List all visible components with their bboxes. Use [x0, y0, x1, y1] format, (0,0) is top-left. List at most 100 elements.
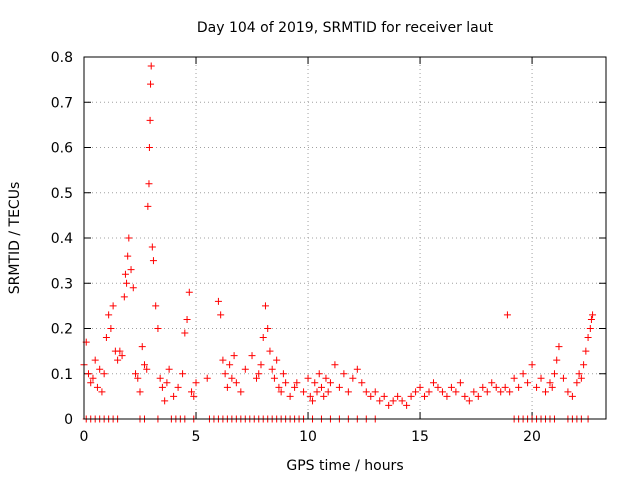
data-point — [335, 383, 343, 391]
data-point — [291, 383, 299, 391]
data-point — [145, 180, 153, 188]
data-point — [320, 392, 328, 400]
x-tick-label: 0 — [80, 429, 89, 445]
data-point — [156, 374, 164, 382]
data-point — [120, 293, 128, 301]
data-point — [107, 325, 115, 332]
data-point — [488, 379, 496, 387]
data-point — [105, 311, 113, 319]
data-point — [144, 202, 152, 210]
data-point — [266, 347, 274, 355]
data-point — [447, 383, 455, 391]
data-point — [564, 388, 572, 396]
data-point — [304, 374, 312, 382]
data-point — [412, 388, 420, 396]
data-point — [524, 379, 532, 387]
data-point — [492, 383, 500, 391]
data-point — [223, 383, 231, 391]
data-point — [181, 329, 189, 337]
data-point — [575, 370, 583, 378]
data-point — [470, 388, 478, 396]
data-point — [326, 379, 334, 387]
data-point — [456, 379, 464, 387]
y-tick-label: 0.5 — [51, 186, 73, 202]
x-axis-label: GPS time / hours — [286, 458, 403, 474]
data-point — [407, 392, 415, 400]
data-point — [264, 325, 272, 332]
data-point — [394, 392, 402, 400]
data-point — [429, 379, 437, 387]
data-point — [548, 383, 556, 391]
data-point — [349, 374, 357, 382]
data-point — [91, 356, 99, 364]
data-point — [340, 370, 348, 378]
data-point — [474, 392, 482, 400]
x-tick-label: 15 — [411, 429, 429, 445]
data-point — [154, 325, 162, 332]
data-point — [275, 383, 283, 391]
data-point — [129, 284, 137, 292]
y-tick-label: 0.1 — [51, 367, 73, 383]
data-point — [185, 288, 193, 296]
data-point — [140, 361, 148, 369]
data-point — [553, 356, 561, 364]
data-point — [584, 334, 592, 342]
data-point — [134, 374, 142, 382]
data-point — [132, 370, 140, 378]
data-point — [324, 388, 332, 396]
data-point — [116, 347, 124, 355]
y-tick-label: 0.3 — [51, 276, 73, 292]
data-point — [163, 379, 171, 387]
data-point — [331, 361, 339, 369]
data-point — [385, 401, 393, 409]
data-point — [587, 315, 595, 323]
data-point — [497, 388, 505, 396]
data-point — [89, 374, 97, 382]
data-point — [121, 270, 129, 278]
data-point — [273, 356, 281, 364]
data-point — [145, 144, 153, 151]
x-tick-label: 20 — [523, 429, 541, 445]
data-point — [537, 374, 545, 382]
data-point — [248, 352, 256, 360]
data-point — [219, 356, 227, 364]
data-point — [501, 383, 509, 391]
data-point — [506, 388, 514, 396]
data-point — [313, 388, 321, 396]
data-point — [542, 388, 550, 396]
data-point — [230, 352, 238, 360]
data-point — [568, 392, 576, 400]
data-point — [118, 352, 126, 360]
data-point — [367, 392, 375, 400]
data-point — [149, 257, 157, 265]
data-point — [589, 311, 597, 319]
data-point — [174, 383, 182, 391]
data-point — [165, 365, 173, 373]
data-point — [452, 388, 460, 396]
data-point — [170, 392, 178, 400]
data-point — [114, 356, 122, 364]
data-point — [161, 397, 169, 405]
data-point — [188, 388, 196, 396]
y-tick-label: 0.4 — [51, 231, 73, 247]
data-point — [309, 397, 317, 405]
data-point — [143, 365, 151, 373]
data-point — [293, 379, 301, 387]
data-point — [461, 392, 469, 400]
data-point — [109, 302, 117, 310]
data-point — [533, 383, 541, 391]
data-point — [146, 116, 154, 124]
data-point — [232, 379, 240, 387]
data-point — [100, 370, 108, 378]
data-point — [443, 392, 451, 400]
data-point — [123, 279, 131, 287]
data-point — [559, 374, 567, 382]
data-point — [183, 315, 191, 323]
data-point — [125, 234, 133, 242]
data-point — [465, 397, 473, 405]
data-point — [353, 365, 361, 373]
data-point — [586, 325, 594, 332]
data-point — [315, 370, 323, 378]
data-point — [317, 383, 325, 391]
data-point — [102, 334, 110, 342]
